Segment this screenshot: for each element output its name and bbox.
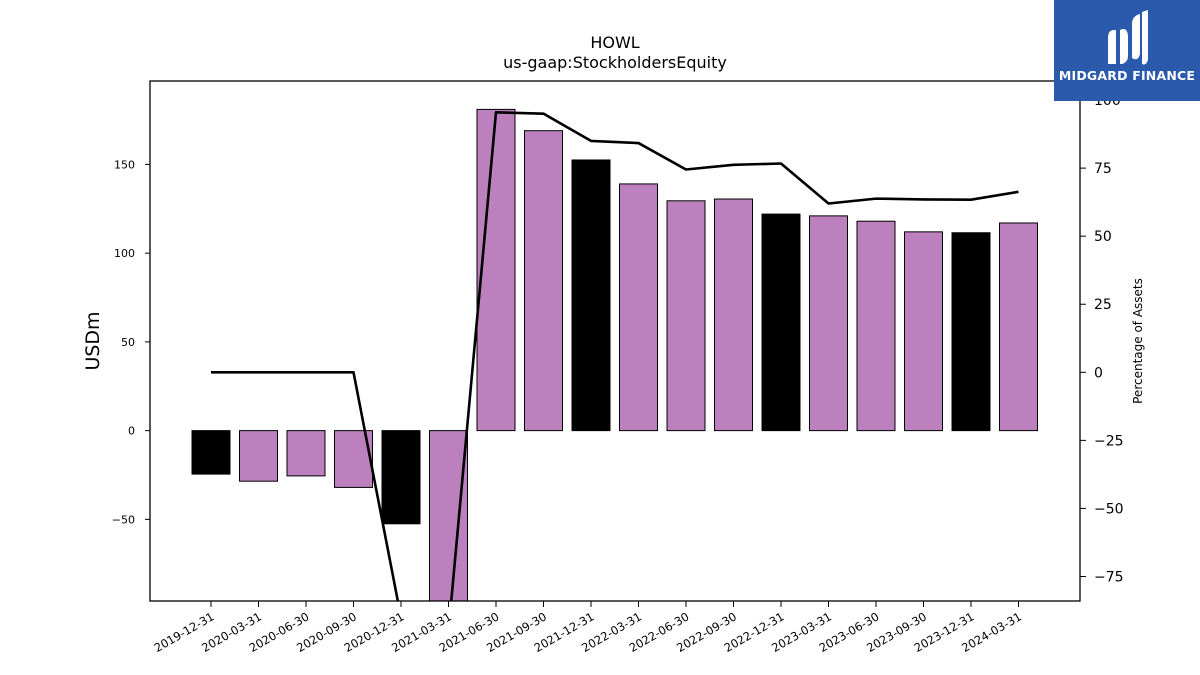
y2-tick-label: 75 bbox=[1094, 161, 1112, 177]
plot-frame bbox=[149, 80, 1081, 602]
y2-tick-label: 25 bbox=[1094, 297, 1112, 313]
bar-2024-03-31 bbox=[999, 222, 1038, 432]
y2-axis-label: Percentage of Assets bbox=[1131, 278, 1145, 404]
y-tick-label: 50 bbox=[121, 336, 135, 349]
bar-2022-09-30 bbox=[714, 198, 753, 432]
bar-2023-03-31 bbox=[809, 215, 848, 432]
bar-2021-03-31 bbox=[429, 430, 468, 601]
bar-2021-09-30 bbox=[524, 130, 563, 432]
midgard-finance-logo: MIDGARD FINANCE bbox=[1054, 0, 1200, 101]
chart-title: HOWL bbox=[590, 33, 639, 52]
bar-2020-03-31 bbox=[239, 430, 278, 482]
plot-area: −50050100150−75−50−2502550751002019-12-3… bbox=[112, 80, 1124, 655]
y-tick-label: 150 bbox=[114, 158, 135, 171]
bar-2021-06-30 bbox=[476, 108, 516, 432]
plot-marks bbox=[191, 108, 1038, 601]
bar-2020-06-30 bbox=[286, 430, 326, 477]
bar-2023-09-30 bbox=[904, 231, 943, 432]
logo-text: MIDGARD FINANCE bbox=[1058, 68, 1196, 83]
bar-2019-12-31 bbox=[191, 430, 231, 475]
y-axis-label: USDm bbox=[82, 311, 104, 370]
bar-2022-06-30 bbox=[666, 200, 706, 432]
percentage-of-assets-line bbox=[211, 111, 1019, 601]
y-tick-label: 0 bbox=[128, 425, 135, 438]
y2-tick-label: −75 bbox=[1094, 569, 1124, 585]
chart-subtitle: us-gaap:StockholdersEquity bbox=[503, 53, 727, 72]
y2-tick-label: 0 bbox=[1094, 365, 1103, 381]
bar-2023-12-31 bbox=[951, 232, 991, 432]
bar-2021-12-31 bbox=[571, 159, 611, 432]
y2-tick-label: −50 bbox=[1094, 501, 1124, 517]
bar-2023-06-30 bbox=[856, 220, 896, 432]
bar-2020-12-31 bbox=[381, 430, 421, 525]
y-tick-label: −50 bbox=[112, 513, 135, 526]
y2-tick-label: 50 bbox=[1094, 229, 1112, 245]
y2-tick-label: −25 bbox=[1094, 433, 1124, 449]
y-tick-label: 100 bbox=[114, 247, 135, 260]
logo-mark-icon bbox=[1108, 10, 1148, 65]
bar-2022-12-31 bbox=[761, 213, 801, 432]
bar-2022-03-31 bbox=[619, 183, 658, 432]
